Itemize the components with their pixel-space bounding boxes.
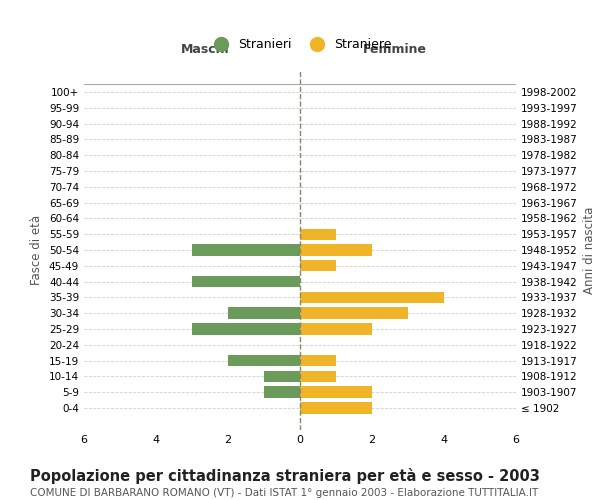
- Bar: [264, 386, 300, 398]
- Bar: [300, 355, 336, 366]
- Bar: [300, 324, 372, 334]
- Y-axis label: Anni di nascita: Anni di nascita: [583, 206, 596, 294]
- Bar: [192, 324, 300, 334]
- Bar: [300, 370, 336, 382]
- Text: Popolazione per cittadinanza straniera per età e sesso - 2003: Popolazione per cittadinanza straniera p…: [30, 468, 540, 483]
- Bar: [300, 292, 444, 303]
- Bar: [300, 228, 336, 240]
- Bar: [300, 386, 372, 398]
- Bar: [300, 308, 408, 319]
- Text: Femmine: Femmine: [363, 42, 427, 56]
- Bar: [192, 244, 300, 256]
- Text: COMUNE DI BARBARANO ROMANO (VT) - Dati ISTAT 1° gennaio 2003 - Elaborazione TUTT: COMUNE DI BARBARANO ROMANO (VT) - Dati I…: [30, 488, 538, 498]
- Legend: Stranieri, Straniere: Stranieri, Straniere: [203, 33, 397, 56]
- Bar: [300, 244, 372, 256]
- Bar: [228, 308, 300, 319]
- Bar: [264, 370, 300, 382]
- Bar: [228, 355, 300, 366]
- Bar: [192, 276, 300, 287]
- Bar: [300, 402, 372, 413]
- Text: Maschi: Maschi: [181, 42, 229, 56]
- Y-axis label: Fasce di età: Fasce di età: [31, 215, 43, 285]
- Bar: [300, 260, 336, 272]
